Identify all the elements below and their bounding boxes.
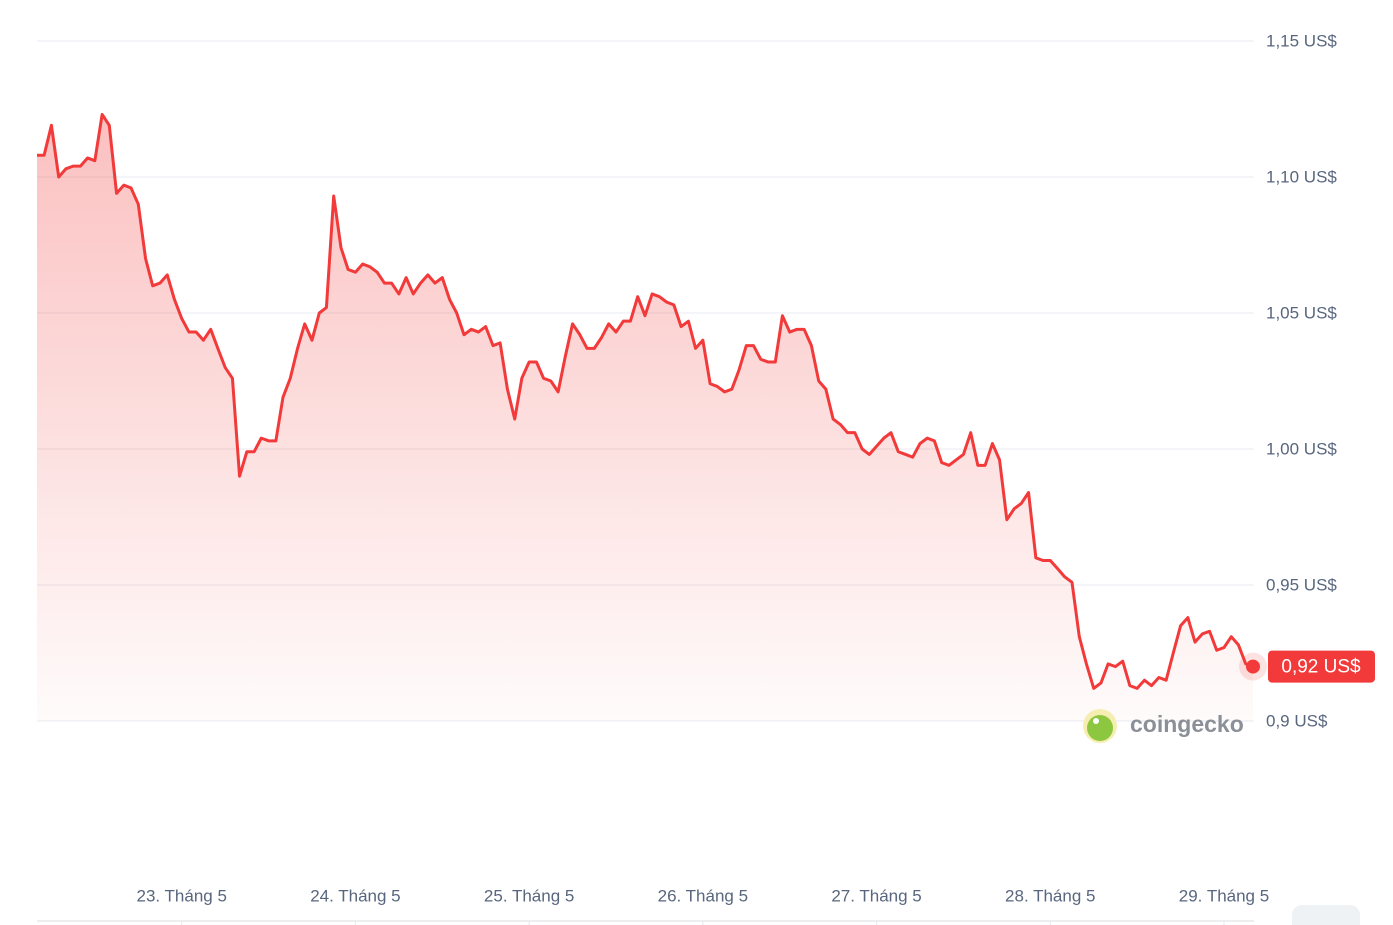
last-point <box>1246 659 1260 674</box>
y-tick-label: 1,05 US$ <box>1266 303 1337 322</box>
x-tick-label: 28. Tháng 5 <box>1005 886 1095 905</box>
y-tick-label: 0,95 US$ <box>1266 575 1337 594</box>
x-tick-label: 27. Tháng 5 <box>831 886 921 905</box>
price-area <box>37 114 1253 721</box>
current-price-label: 0,92 US$ <box>1281 657 1361 678</box>
x-tick-label: 24. Tháng 5 <box>310 886 400 905</box>
watermark-logo <box>1083 709 1117 743</box>
current-price-badge <box>1268 650 1375 683</box>
x-tick-label: 25. Tháng 5 <box>484 886 574 905</box>
x-tick-label: 29. Tháng 5 <box>1179 886 1269 905</box>
logo-eye <box>1093 718 1099 724</box>
y-tick-label: 1,10 US$ <box>1266 167 1337 186</box>
y-tick-label: 0,9 US$ <box>1266 711 1328 730</box>
watermark: coingecko <box>1130 711 1244 737</box>
y-tick-label: 1,15 US$ <box>1266 31 1337 50</box>
x-tick-label: 23. Tháng 5 <box>136 886 226 905</box>
price-line <box>37 112 1254 690</box>
y-tick-label: 1,00 US$ <box>1266 439 1337 458</box>
menu-button[interactable] <box>1292 905 1360 925</box>
logo-body <box>1087 715 1113 741</box>
plot <box>37 112 1267 721</box>
x-tick-label: 26. Tháng 5 <box>658 886 748 905</box>
